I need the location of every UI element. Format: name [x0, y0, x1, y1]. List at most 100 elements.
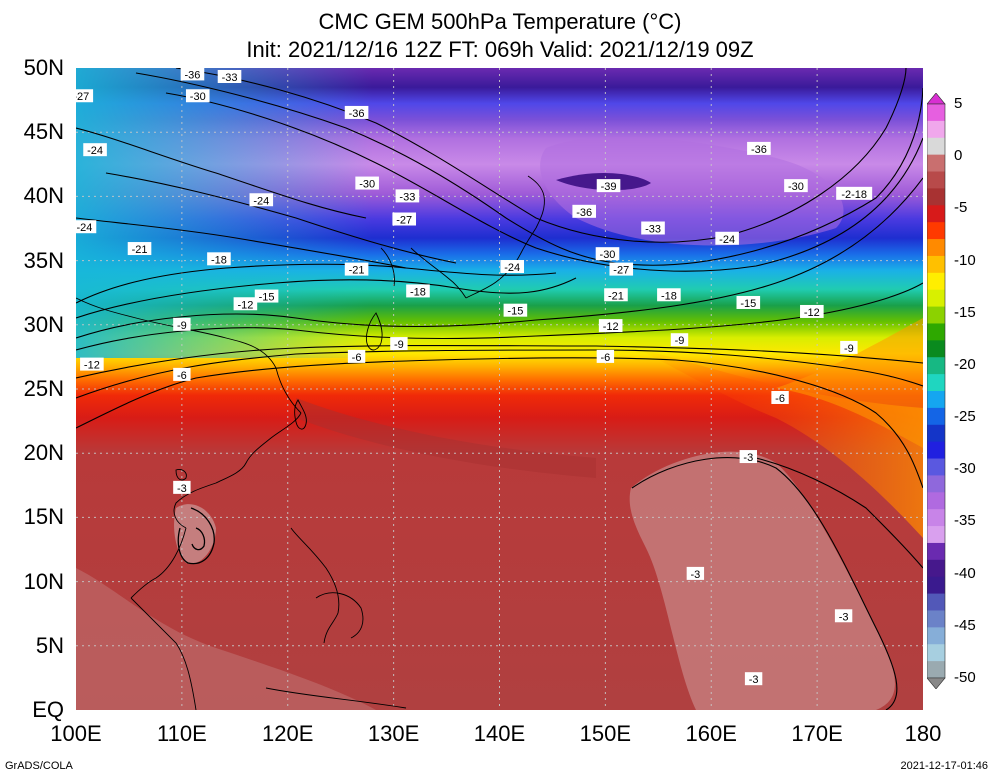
svg-text:-15: -15	[740, 298, 756, 310]
svg-text:-2-18: -2-18	[841, 189, 867, 201]
colorbar-tick-label: -15	[954, 303, 976, 321]
svg-text:-18: -18	[661, 290, 677, 302]
chart-subtitle: Init: 2021/12/16 12Z FT: 069h Valid: 202…	[246, 37, 754, 62]
colorbar-swatch	[927, 239, 945, 257]
lon-tick-label: 130E	[367, 721, 420, 746]
contour-label: -12	[598, 319, 623, 333]
colorbar-swatch	[927, 542, 945, 561]
colorbar	[927, 93, 946, 689]
colorbar-swatch	[927, 357, 945, 375]
colorbar-max-arrow	[927, 93, 946, 105]
svg-text:-6: -6	[177, 370, 187, 382]
colorbar-swatch	[927, 424, 945, 443]
colorbar-swatch	[927, 120, 945, 139]
contour-label: -24	[500, 260, 525, 274]
svg-text:-21: -21	[349, 265, 365, 277]
contour-label: -6	[596, 349, 615, 364]
colorbar-swatch	[927, 255, 945, 274]
svg-text:-21: -21	[132, 244, 148, 256]
colorbar-swatch	[927, 188, 945, 206]
contour-label: -24	[715, 231, 739, 246]
colorbar-tick-label: 0	[954, 147, 963, 165]
contour-label: -15	[254, 289, 279, 304]
lon-tick-label: 140E	[473, 721, 526, 746]
lat-tick-label: 30N	[23, 311, 64, 337]
svg-text:-30: -30	[788, 181, 804, 193]
contour-label: -36	[344, 105, 369, 120]
colorbar-swatch	[927, 340, 945, 358]
colorbar-swatch	[927, 171, 945, 189]
colorbar-tick-label: -40	[954, 564, 976, 582]
colorbar-swatch	[927, 441, 945, 460]
svg-text:-12: -12	[603, 321, 619, 333]
contour-label: -18	[207, 252, 231, 266]
colorbar-tick-label: -25	[954, 408, 976, 426]
colorbar-swatch	[927, 205, 945, 223]
colorbar-swatch	[927, 222, 945, 240]
colorbar-swatch	[927, 289, 945, 308]
colorbar-swatch	[927, 627, 945, 645]
contour-label: -24	[83, 143, 107, 157]
lat-tick-label: 40N	[23, 183, 64, 209]
svg-text:-36: -36	[576, 207, 592, 219]
footer-credit: GrADS/COLA	[5, 760, 73, 772]
contour-label: -12	[800, 304, 824, 319]
contour-label: -24	[249, 193, 274, 207]
lon-tick-label: 110E	[157, 721, 207, 746]
lat-tick-label: 35N	[23, 247, 64, 273]
svg-text:-33: -33	[645, 224, 661, 236]
svg-text:-27: -27	[76, 91, 89, 103]
svg-text:-27: -27	[396, 215, 412, 227]
contour-label: -9	[670, 333, 689, 347]
svg-text:-9: -9	[844, 343, 854, 355]
svg-text:-27: -27	[613, 265, 629, 277]
svg-text:-3: -3	[743, 452, 753, 464]
contour-label: -9	[840, 340, 858, 355]
colorbar-tick-label: -45	[954, 616, 976, 634]
svg-text:-9: -9	[394, 339, 404, 351]
contour-label: -9	[173, 317, 191, 332]
svg-text:-39: -39	[601, 181, 617, 193]
contour-label: -3	[739, 450, 758, 464]
svg-text:-36: -36	[751, 144, 767, 156]
lon-tick-label: 150E	[579, 721, 632, 746]
contour-label: -33	[395, 189, 420, 203]
contour-label: -27	[392, 212, 417, 227]
contour-label: -30	[595, 247, 620, 261]
contour-label: -21	[127, 242, 152, 256]
svg-text:-24: -24	[719, 234, 735, 246]
contour-label: -27	[609, 262, 634, 277]
colorbar-tick-label: -20	[954, 355, 976, 373]
contour-label: -6	[771, 390, 789, 405]
contour-label: -3	[173, 480, 191, 495]
svg-text:-30: -30	[600, 249, 616, 261]
svg-text:-3: -3	[177, 483, 187, 495]
footer-timestamp: 2021-12-17-01:46	[900, 760, 988, 772]
colorbar-tick-label: 5	[954, 95, 963, 112]
lat-tick-label: 5N	[35, 632, 64, 658]
svg-text:-24: -24	[77, 222, 93, 234]
contour-label: -9	[390, 337, 408, 351]
svg-text:-36: -36	[349, 108, 365, 120]
svg-text:-3: -3	[690, 569, 700, 581]
contour-label: -33	[641, 221, 665, 236]
colorbar-swatch	[927, 610, 945, 628]
lon-tick-label: 100E	[50, 721, 102, 746]
contour-label: -33	[217, 69, 242, 84]
colorbar-swatch	[927, 407, 945, 426]
lat-tick-label: 25N	[23, 376, 64, 401]
colorbar-swatch	[927, 576, 945, 595]
colorbar-tick-label: -30	[954, 460, 976, 478]
lon-tick-label: 160E	[685, 721, 737, 746]
contour-label: -30	[784, 179, 808, 193]
colorbar-swatch	[927, 104, 945, 122]
svg-text:-9: -9	[177, 320, 187, 332]
colorbar-swatch	[927, 272, 945, 291]
svg-text:-18: -18	[410, 286, 426, 298]
contour-label: -39	[596, 179, 621, 193]
contour-label: -36	[180, 68, 205, 81]
svg-text:-33: -33	[399, 191, 415, 203]
svg-text:-3: -3	[749, 674, 759, 686]
svg-text:-15: -15	[507, 306, 523, 318]
contour-label: -6	[173, 367, 191, 382]
